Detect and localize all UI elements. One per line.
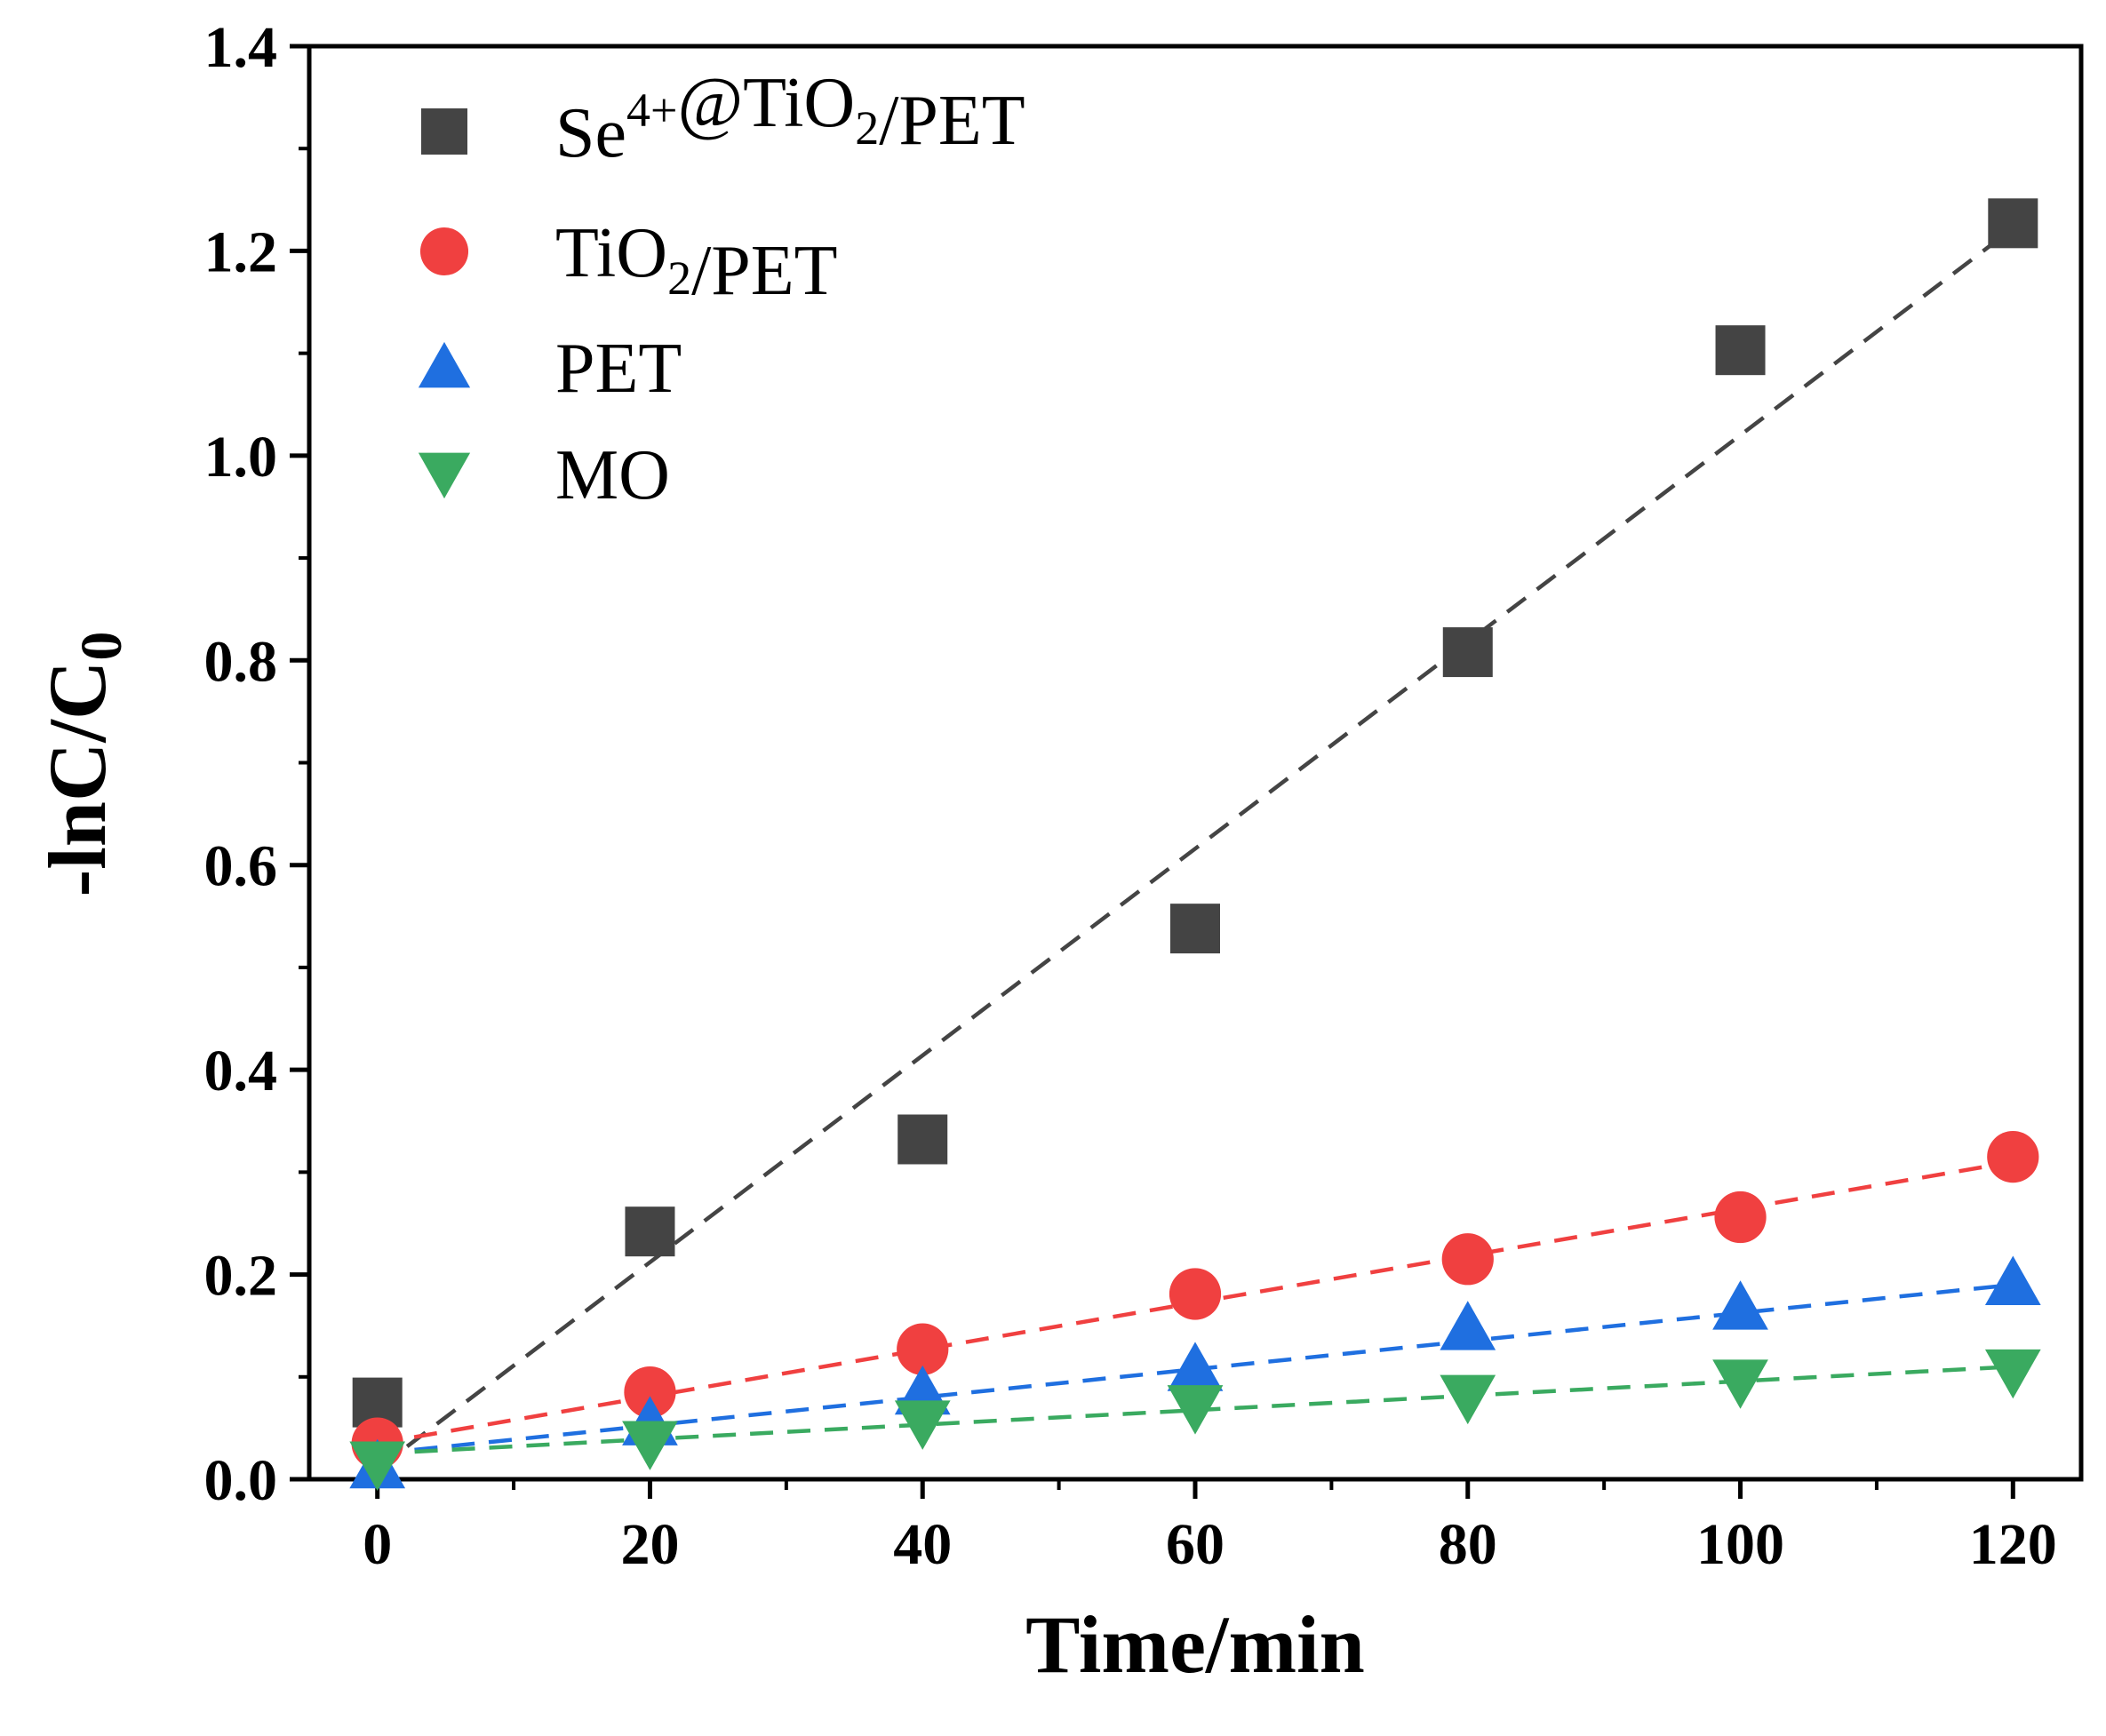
fit-line [376, 227, 2014, 1471]
y-tick-label: 1.0 [204, 425, 278, 490]
legend-label: MO [555, 436, 670, 514]
data-point [1167, 1385, 1224, 1435]
legend-label: PET [555, 330, 682, 408]
legend-label-part: /PET [691, 232, 837, 310]
y-tick-label: 0.0 [204, 1448, 278, 1513]
data-point [1441, 1233, 1494, 1286]
x-tick-label: 100 [1696, 1512, 1784, 1577]
y-axis-title: -lnC/C0 [32, 632, 134, 897]
y-axis-title-sub: 0 [69, 632, 134, 661]
x-tick-label: 20 [620, 1512, 679, 1577]
data-point [624, 1366, 676, 1419]
x-axis-title: Time/min [1025, 1599, 1365, 1690]
legend-label-part: Se [555, 94, 626, 172]
data-point [1442, 627, 1493, 678]
axis-ticks [290, 44, 2015, 1499]
y-tick-label: 0.8 [204, 629, 278, 694]
data-point [1714, 1191, 1767, 1244]
data-point [349, 1441, 406, 1491]
x-tick-label: 60 [1166, 1512, 1225, 1577]
x-tick-label: 80 [1439, 1512, 1497, 1577]
legend-label-part: PET [555, 330, 682, 408]
legend-label: Se4+@TiO2/PET [555, 64, 1025, 172]
data-point [897, 1323, 949, 1375]
data-point [1712, 1359, 1768, 1409]
y-tick-label: 1.4 [204, 15, 278, 80]
data-point [622, 1421, 678, 1470]
y-tick-label: 0.4 [204, 1039, 278, 1103]
legend-label-part: 2 [855, 101, 879, 155]
legend-label-part: MO [555, 436, 670, 514]
data-point [1169, 1268, 1222, 1320]
legend-label-part: 4+ [626, 84, 677, 137]
y-axis-title-main: -lnC/C [32, 661, 123, 897]
data-point [1170, 904, 1220, 954]
legend-marker [421, 108, 467, 155]
data-point [1984, 1349, 2041, 1399]
data-points [349, 198, 2041, 1491]
x-tick-label: 120 [1969, 1512, 2057, 1577]
data-point [1440, 1301, 1496, 1350]
data-point [1988, 198, 2038, 249]
y-tick-label: 0.6 [204, 834, 278, 899]
legend-label: TiO2/PET [555, 214, 838, 310]
legend-label-part: /PET [879, 82, 1025, 160]
data-point [894, 1400, 951, 1450]
legend-marker [418, 341, 471, 388]
x-tick-label: 0 [363, 1512, 392, 1577]
legend-marker [418, 452, 471, 499]
data-point [1987, 1130, 2039, 1183]
y-tick-label: 1.2 [204, 219, 278, 284]
data-point [897, 1114, 948, 1165]
data-point [1984, 1255, 2041, 1305]
legend-label-part: 2 [667, 251, 691, 305]
data-point [1715, 325, 1766, 376]
x-tick-label: 40 [893, 1512, 952, 1577]
legend-label-part: TiO [555, 214, 667, 292]
data-point [1712, 1280, 1768, 1330]
data-point [1167, 1342, 1224, 1391]
data-point [625, 1206, 675, 1257]
legend-marker [419, 227, 469, 276]
tick-labels: 0 20 40 60 80 100 120 0.0 0.2 0.4 0.6 0.8 1.0 1.2 1.4 [204, 15, 2057, 1577]
y-tick-label: 0.2 [204, 1244, 278, 1309]
data-point [1440, 1374, 1496, 1425]
legend-label-part: @TiO [677, 64, 855, 142]
